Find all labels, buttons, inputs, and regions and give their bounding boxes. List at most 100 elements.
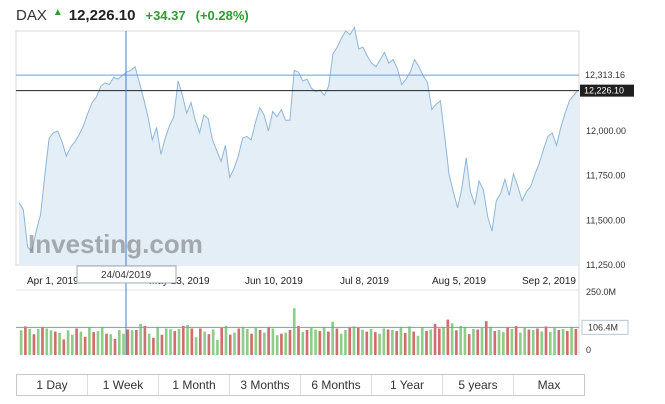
volume-bar xyxy=(463,326,467,355)
y-tick-label: 11,250.00 xyxy=(586,260,625,270)
volume-bar xyxy=(395,331,398,355)
volume-bar xyxy=(497,330,501,355)
tab-6-months[interactable]: 6 Months xyxy=(301,375,372,395)
volume-bar xyxy=(117,330,121,355)
volume-bar xyxy=(574,329,578,355)
volume-bar xyxy=(322,326,326,355)
symbol-label: DAX xyxy=(16,6,47,24)
volume-bar xyxy=(339,333,343,355)
volume-bar xyxy=(160,334,164,355)
volume-bar xyxy=(446,319,450,355)
volume-bar xyxy=(96,331,100,355)
volume-bar xyxy=(190,328,194,355)
volume-bar xyxy=(164,328,168,355)
volume-bar xyxy=(566,331,569,355)
volume-bar xyxy=(510,329,514,355)
volume-bar xyxy=(553,328,556,355)
tab-3-months[interactable]: 3 Months xyxy=(230,375,301,395)
volume-bar xyxy=(135,330,138,355)
volume-bar xyxy=(476,329,480,355)
price-line xyxy=(18,26,579,252)
volume-bar xyxy=(557,330,561,355)
volume-bar xyxy=(467,334,471,355)
volume-bar xyxy=(32,334,36,355)
x-tick-label: Sep 2, 2019 xyxy=(522,276,576,287)
volume-bar xyxy=(228,334,232,355)
volume-bar xyxy=(450,323,454,355)
volume-bar xyxy=(199,328,202,355)
volume-bar xyxy=(79,331,83,355)
volume-bar xyxy=(301,332,305,355)
volume-bar xyxy=(19,330,23,355)
volume-bar xyxy=(284,332,288,355)
volume-bar xyxy=(288,330,292,355)
volume-bar xyxy=(45,328,49,355)
volume-bar xyxy=(100,326,104,355)
volume-bar xyxy=(544,326,548,355)
last-price-tag xyxy=(580,84,634,97)
volume-bar xyxy=(126,329,130,355)
volume-last-tag xyxy=(581,319,629,335)
y-tick-label: 11,750.00 xyxy=(586,171,625,181)
volume-bar xyxy=(105,333,108,355)
volume-bar xyxy=(314,329,317,355)
volume-bar xyxy=(484,321,488,355)
volume-bar xyxy=(41,326,44,355)
x-tick-label: Jun 10, 2019 xyxy=(245,276,303,287)
volume-bar xyxy=(66,330,70,355)
tab-1-month[interactable]: 1 Month xyxy=(159,375,230,395)
volume-bar xyxy=(203,331,206,355)
volume-bar xyxy=(309,328,313,355)
volume-bar xyxy=(472,329,475,355)
tab-1-year[interactable]: 1 Year xyxy=(372,375,443,395)
volume-bar xyxy=(71,334,74,355)
volume-bar xyxy=(536,328,539,355)
tab-5-years[interactable]: 5 years xyxy=(443,375,514,395)
volume-bar xyxy=(506,327,509,355)
tab-1-day[interactable]: 1 Day xyxy=(17,375,88,395)
volume-bar xyxy=(237,328,241,355)
volume-bar xyxy=(527,329,531,355)
volume-bar xyxy=(139,323,142,355)
volume-bar xyxy=(356,328,360,355)
volume-bar xyxy=(245,329,249,355)
last-price: 12,226.10 xyxy=(68,6,136,24)
watermark: Investing.com xyxy=(28,229,203,259)
volume-y-axis: 250.0M 106.4M 0 xyxy=(581,287,629,355)
last-price-tag-label: 12,226.10 xyxy=(584,86,624,96)
reference-value-label: 12,313.16 xyxy=(585,70,625,80)
volume-bar xyxy=(186,325,189,355)
volume-bar xyxy=(207,334,211,355)
volume-bar xyxy=(109,334,113,355)
volume-bar xyxy=(335,328,339,355)
tab-max[interactable]: Max xyxy=(537,378,561,392)
price-area-fill xyxy=(19,27,578,266)
volume-bar xyxy=(62,339,66,355)
volume-bar xyxy=(331,321,334,355)
volume-bar xyxy=(194,337,198,355)
volume-bar xyxy=(292,308,296,355)
volume-bars xyxy=(16,308,579,355)
reference-lines: 12,313.16 12,226.10 xyxy=(16,70,634,97)
x-tick-label: Apr 1, 2019 xyxy=(27,276,79,287)
volume-bar xyxy=(386,329,390,355)
volume-bar xyxy=(143,325,147,355)
price-chart[interactable]: 12,313.16 12,226.10 12,000.00 11,750.00 11,… xyxy=(0,0,665,372)
crosshair-date-label: 24/04/2019 xyxy=(101,270,151,281)
volume-bar xyxy=(58,332,61,355)
crosshair: 24/04/2019 xyxy=(76,31,177,355)
volume-bar xyxy=(263,332,266,355)
volume-bar xyxy=(442,326,445,355)
volume-bar xyxy=(53,331,57,355)
volume-bar xyxy=(523,328,526,355)
volume-bar xyxy=(344,330,347,355)
volume-bar xyxy=(173,331,177,355)
volume-bar xyxy=(493,331,497,355)
volume-bar xyxy=(502,332,505,355)
tab-1-week[interactable]: 1 Week xyxy=(88,375,159,395)
volume-bar xyxy=(177,329,181,355)
volume-bar xyxy=(352,326,356,355)
volume-bar xyxy=(92,332,95,355)
volume-bar xyxy=(216,339,219,355)
volume-bar xyxy=(147,333,151,355)
